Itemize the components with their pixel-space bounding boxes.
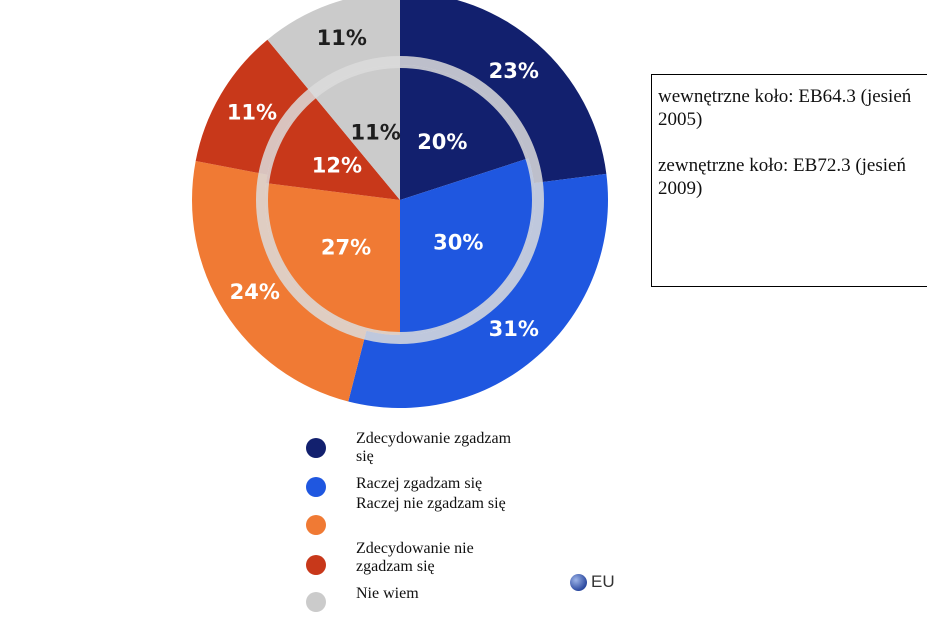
outer-ring-percent-label: 11% bbox=[317, 26, 367, 50]
legend-label: Raczej zgadzam się bbox=[356, 475, 483, 492]
ring-separator bbox=[256, 56, 544, 344]
inner-ring-percent-label: 30% bbox=[433, 230, 483, 254]
inner-ring-percent-label: 27% bbox=[321, 236, 371, 260]
legend-swatch bbox=[306, 477, 326, 497]
inner-ring-percent-label: 12% bbox=[312, 153, 362, 177]
legend-label: Raczej nie zgadzam się bbox=[356, 495, 506, 512]
inner-ring-slice bbox=[265, 183, 400, 335]
outer-ring-slices bbox=[191, 0, 608, 408]
inner-ring-slices bbox=[265, 65, 535, 335]
outer-ring-note: zewnętrzne koło: EB72.3 (jesień 2009) bbox=[658, 155, 906, 199]
outer-ring-percent-label: 31% bbox=[489, 317, 539, 341]
inner-ring-slice bbox=[266, 95, 400, 200]
inner-ring-percent-label: 20% bbox=[417, 130, 467, 154]
legend-swatch bbox=[306, 515, 326, 535]
legend-label: Zdecydowanie nie zgadzam się bbox=[356, 540, 474, 575]
inner-ring-slice bbox=[400, 65, 529, 200]
outer-ring-slice bbox=[191, 161, 367, 402]
legend-swatch bbox=[306, 592, 326, 612]
eu-label: EU bbox=[591, 572, 615, 591]
inner-ring-slice bbox=[400, 158, 535, 335]
legend-swatch bbox=[306, 555, 326, 575]
inner-ring-slice bbox=[313, 65, 400, 200]
legend-label: Nie wiem bbox=[356, 585, 419, 602]
outer-ring-percent-label: 11% bbox=[227, 100, 277, 124]
outer-ring-slice bbox=[267, 0, 400, 96]
outer-ring-slice bbox=[400, 0, 607, 184]
inner-ring-percent-label: 11% bbox=[350, 120, 400, 144]
outer-ring-slice bbox=[195, 39, 314, 175]
inner-ring-note: wewnętrzne koło: EB64.3 (jesień 2005) bbox=[658, 86, 912, 130]
legend-swatch bbox=[306, 438, 326, 458]
legend-label: Zdecydowanie zgadzam się bbox=[356, 430, 512, 465]
outer-ring-slice bbox=[348, 173, 608, 408]
globe-icon bbox=[570, 573, 587, 591]
eu-badge: EU bbox=[570, 572, 615, 592]
ring-note-box: wewnętrzne koło: EB64.3 (jesień 2005) ze… bbox=[651, 74, 927, 287]
outer-ring-percent-label: 23% bbox=[489, 59, 539, 83]
outer-ring-percent-label: 24% bbox=[230, 280, 280, 304]
percent-labels: 23% 31% 24% 11% 11% 20% 30% 27% 12% 11% bbox=[227, 26, 539, 341]
